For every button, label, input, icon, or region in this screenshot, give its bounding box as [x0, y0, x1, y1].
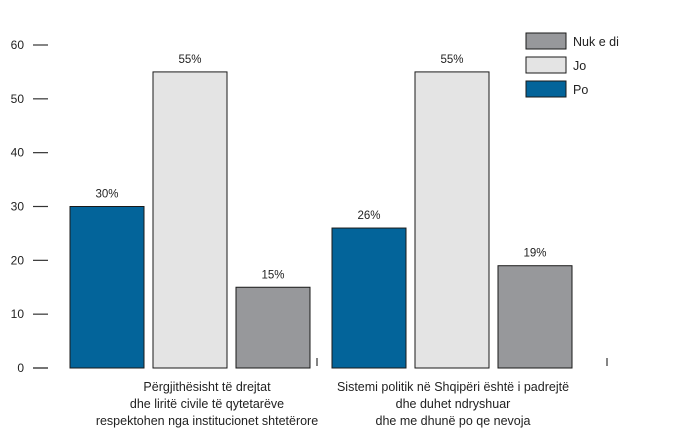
- bars: 30% 55% 15% 26% 55% 19%: [69, 54, 573, 369]
- data-label: 30%: [95, 189, 118, 201]
- y-tick-label: 0: [17, 361, 24, 375]
- data-label: 19%: [523, 248, 546, 260]
- y-tick-label: 10: [11, 307, 25, 321]
- data-label: 55%: [440, 54, 463, 66]
- legend-swatch: [525, 32, 567, 50]
- x-axis: Përgjithësisht të drejtat dhe liritë civi…: [33, 358, 608, 428]
- bar-jo-1: [152, 71, 228, 369]
- y-tick-label: 60: [11, 38, 25, 52]
- bar-nuk-e-di-2: [497, 265, 573, 369]
- y-tick-label: 30: [11, 200, 25, 214]
- bar-po-2: [331, 227, 407, 369]
- legend-label: Po: [573, 83, 588, 97]
- y-tick-label: 20: [11, 253, 25, 267]
- data-label: 55%: [178, 54, 201, 66]
- data-label: 26%: [357, 210, 380, 222]
- bar-nuk-e-di-1: [235, 286, 311, 369]
- bar-jo-2: [414, 71, 490, 369]
- y-axis: 0 10 20 30 40 50 60: [11, 38, 48, 375]
- y-tick-label: 50: [11, 92, 25, 106]
- category-label-2: Sistemi politik në Shqipëri është i padr…: [337, 380, 569, 428]
- category-label-1: Përgjithësisht të drejtat dhe liritë civi…: [96, 380, 318, 428]
- data-label: 15%: [261, 269, 284, 281]
- y-tick-label: 40: [11, 146, 25, 160]
- legend: Nuk e di Jo Po: [525, 32, 619, 98]
- legend-swatch: [525, 56, 567, 74]
- legend-label: Nuk e di: [573, 35, 619, 49]
- bar-po-1: [69, 206, 145, 369]
- legend-swatch: [525, 80, 567, 98]
- legend-label: Jo: [573, 59, 586, 73]
